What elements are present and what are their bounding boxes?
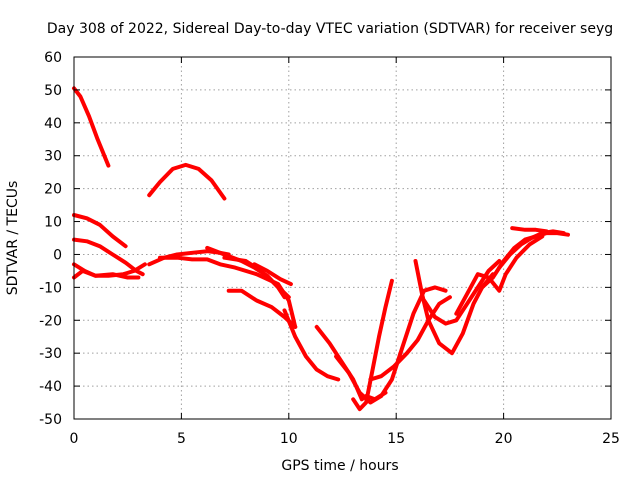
y-axis-tick-labels: -50 -40 -30 -20 -10 0 10 20 30 40 50 60 [39,50,62,428]
y-tick-label: 10 [44,215,62,231]
y-tick-label: -50 [39,412,62,428]
x-tick-label: 15 [387,431,405,447]
series-line-s12 [252,262,293,287]
x-tick-label: 25 [602,431,620,447]
plot-frame [73,56,612,420]
series-line-s6 [72,268,141,280]
series-line-s16 [351,278,394,412]
x-tick-label: 20 [495,431,513,447]
y-tick-label: -10 [39,280,62,296]
series-line-s10 [222,255,291,300]
y-tick-label: -40 [39,379,62,395]
series-line-s19 [422,259,502,326]
series-line-s2 [147,162,227,201]
series-line-s13 [282,308,341,382]
series-line-s3 [72,213,128,249]
series-line-s22 [497,229,566,270]
tick-marks [73,56,612,420]
y-tick-label: 50 [44,83,62,99]
y-tick-label: -20 [39,313,62,329]
series-line-s1 [72,86,111,168]
series-line-s15 [334,285,448,405]
x-axis-tick-labels: 0 5 10 15 20 25 [70,431,620,447]
y-tick-label: -30 [39,346,62,362]
series-line-s20 [454,234,545,316]
series-line-s23 [510,226,549,234]
y-tick-label: 60 [44,50,62,66]
x-axis-label: GPS time / hours [281,458,398,474]
series-line-s17 [368,295,452,382]
grid-lines [74,57,611,419]
x-tick-label: 10 [280,431,298,447]
y-axis-label: SDTVAR / TECUs [5,181,21,296]
y-tick-label: 40 [44,116,62,132]
y-tick-label: 30 [44,149,62,165]
data-series [72,86,570,412]
y-tick-label: 0 [53,247,62,263]
x-tick-label: 0 [70,431,79,447]
chart-title: Day 308 of 2022, Sidereal Day-to-day VTE… [47,21,613,37]
y-tick-label: 20 [44,182,62,198]
x-tick-label: 5 [177,431,186,447]
